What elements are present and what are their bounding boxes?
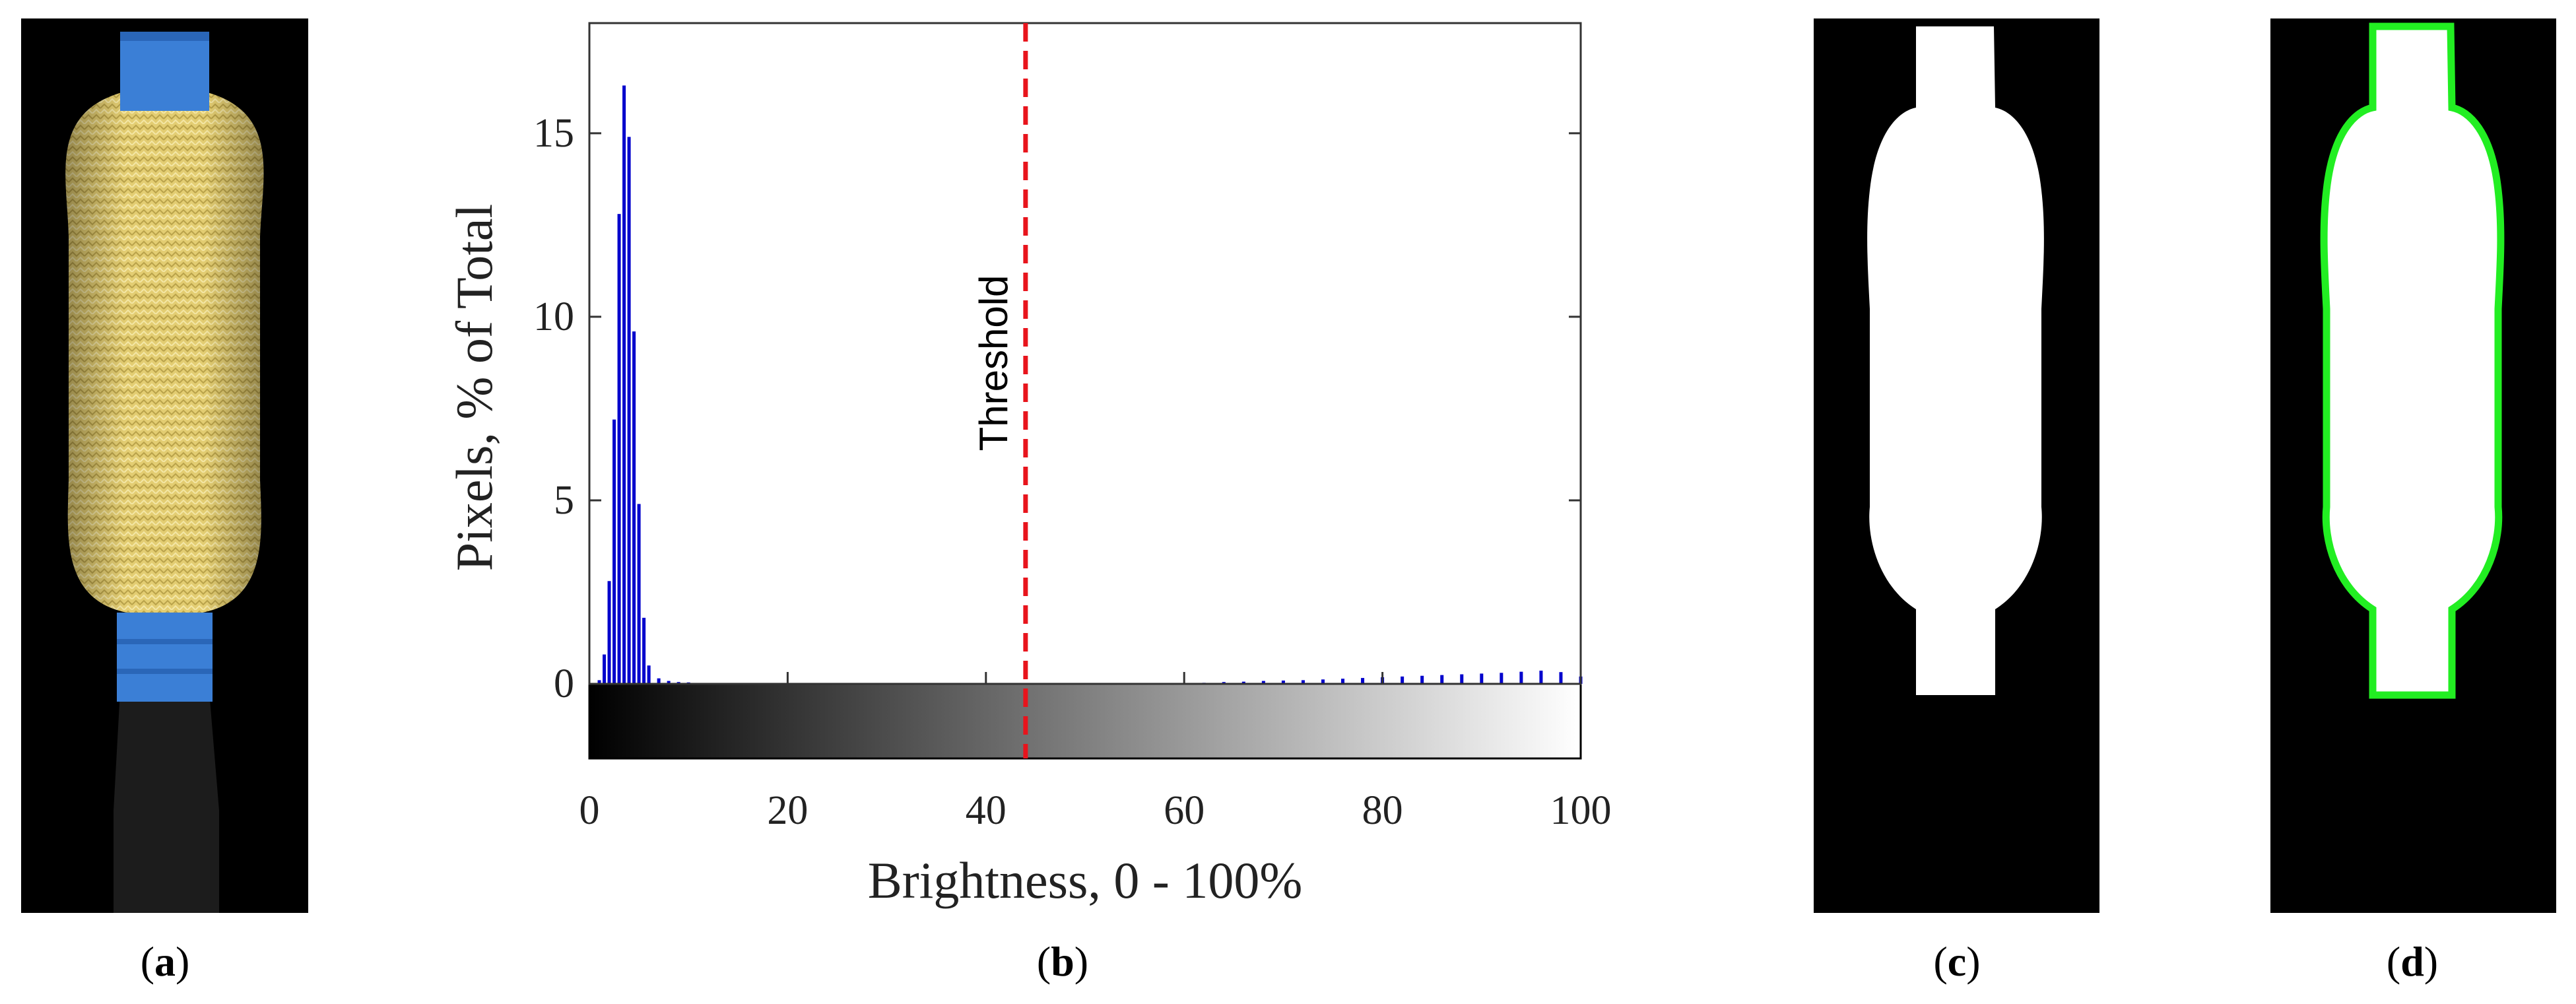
braided-specimen-image: [65, 32, 264, 913]
y-ticks: 0 5 10 15: [533, 111, 1581, 706]
x-tick-label: 20: [767, 788, 808, 833]
plot-frame: [588, 22, 1582, 685]
mask-shape: [1867, 26, 2044, 695]
histogram-bar: [647, 665, 651, 684]
histogram-bar: [1460, 674, 1464, 684]
blue-tape-bottom: [117, 613, 213, 702]
histogram-bar: [607, 581, 611, 684]
histogram-bar: [597, 680, 601, 684]
histogram-bar: [1341, 679, 1345, 684]
caption-d: (d): [2386, 938, 2439, 985]
caption-c: (c): [1933, 938, 1981, 985]
histogram-bar: [622, 85, 626, 685]
y-axis-title: Pixels, % of Total: [446, 204, 503, 571]
histogram-bar: [1241, 681, 1245, 684]
blue-tape-top: [120, 32, 209, 111]
histogram-bar: [1559, 672, 1563, 684]
x-tick-label: 40: [966, 788, 1007, 833]
histogram-bar: [1301, 680, 1305, 684]
histogram-bar: [1519, 671, 1523, 684]
histogram-bar: [632, 331, 636, 685]
histogram-bar: [642, 617, 646, 684]
black-wrap: [114, 692, 219, 913]
histogram-bar: [1281, 680, 1285, 684]
histogram-bar: [1361, 678, 1365, 684]
x-tick-label: 80: [1362, 788, 1403, 833]
x-tick-label: 60: [1164, 788, 1205, 833]
y-tick-label: 5: [554, 478, 574, 523]
mask-silhouette-image: [1867, 26, 2044, 695]
histogram-bar: [627, 137, 631, 685]
outlined-silhouette-image: [2320, 22, 2505, 699]
colorbar: [588, 683, 1582, 760]
histogram-bar: [1440, 675, 1444, 684]
x-tick-label: 0: [579, 788, 600, 833]
histogram-bar: [1500, 673, 1503, 684]
histogram-bar: [612, 419, 616, 684]
x-tick-label: 100: [1550, 788, 1612, 833]
histogram-bar: [1261, 681, 1265, 684]
y-tick-label: 0: [554, 661, 574, 706]
histogram-bar: [637, 504, 641, 684]
x-axis-title: Brightness, 0 - 100%: [868, 852, 1303, 909]
threshold-label: Threshold: [972, 275, 1016, 452]
histogram-bar: [657, 678, 661, 684]
histogram-bar: [617, 214, 621, 685]
histogram-bar: [667, 681, 671, 684]
caption-b: (b): [1036, 938, 1089, 985]
y-tick-label: 10: [533, 294, 574, 339]
panel-a-photo: [21, 18, 308, 913]
histogram-bar: [603, 654, 607, 684]
panel-c-mask: [1814, 18, 2099, 913]
x-ticks: 0 20 40 60 80 100: [579, 672, 1612, 833]
outlined-shape: [2320, 22, 2505, 699]
y-tick-label: 15: [533, 111, 574, 156]
histogram-bar: [1539, 670, 1543, 684]
histogram-bar: [1401, 676, 1404, 684]
panel-d-outline: [2270, 18, 2556, 913]
histogram-bars: [597, 85, 1583, 685]
histogram-bar: [1321, 679, 1325, 684]
histogram-bar: [1420, 675, 1424, 684]
caption-a: (a): [140, 938, 190, 985]
histogram-bar: [1480, 673, 1484, 684]
